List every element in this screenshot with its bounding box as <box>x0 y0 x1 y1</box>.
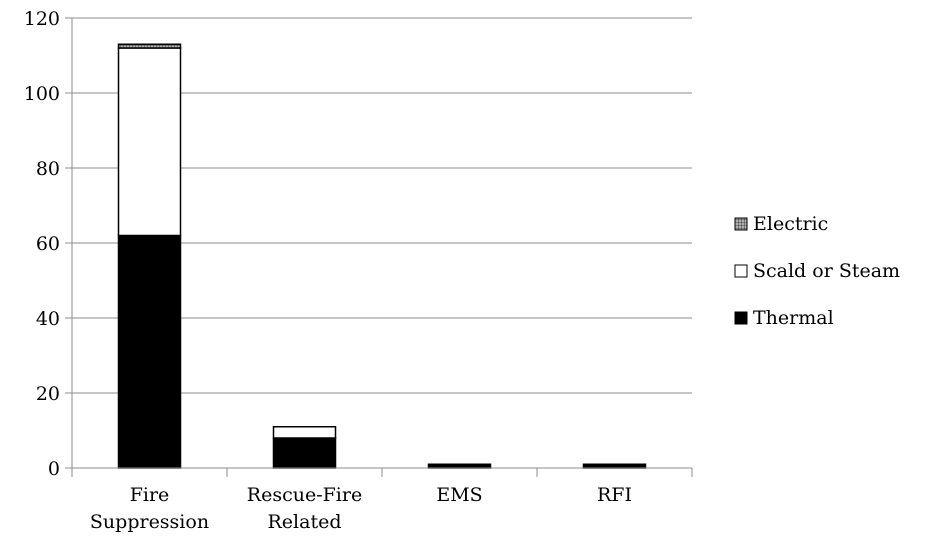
legend: Electric Scald or Steam Thermal <box>734 213 900 329</box>
y-axis: 0 20 40 60 80 100 120 <box>24 8 73 480</box>
legend-swatch <box>734 311 748 325</box>
x-tick-label: EMS <box>436 484 482 506</box>
bar-thermal <box>117 234 182 469</box>
y-tick-label: 80 <box>36 158 60 180</box>
y-tick-label: 40 <box>36 308 60 330</box>
y-tick-label: 60 <box>36 233 60 255</box>
y-tick-label: 100 <box>24 83 60 105</box>
legend-swatch <box>734 217 748 231</box>
x-tick-label: Rescue-Fire Related <box>247 484 362 533</box>
bar-thermal <box>272 437 337 469</box>
bar-thermal <box>582 463 647 469</box>
x-tick-label: RFI <box>597 484 632 506</box>
legend-item: Thermal <box>734 307 834 329</box>
y-tick-label: 0 <box>48 458 60 480</box>
bar-electric <box>117 43 182 49</box>
legend-label: Scald or Steam <box>753 260 900 282</box>
bar-thermal <box>427 463 492 469</box>
x-tick-label: Fire Suppression <box>90 484 209 533</box>
bar-scald-or-steam <box>117 47 182 237</box>
x-axis: Fire Suppression Rescue-Fire Related EMS RFI <box>71 467 693 533</box>
y-tick-label: 120 <box>24 8 60 30</box>
y-tick-label: 20 <box>36 383 60 405</box>
legend-item: Scald or Steam <box>734 260 900 282</box>
bar-scald-or-steam <box>272 426 337 439</box>
legend-item: Electric <box>734 213 828 235</box>
legend-label: Electric <box>753 213 828 235</box>
legend-label: Thermal <box>753 307 834 329</box>
bars <box>117 43 647 469</box>
legend-swatch <box>734 264 748 278</box>
